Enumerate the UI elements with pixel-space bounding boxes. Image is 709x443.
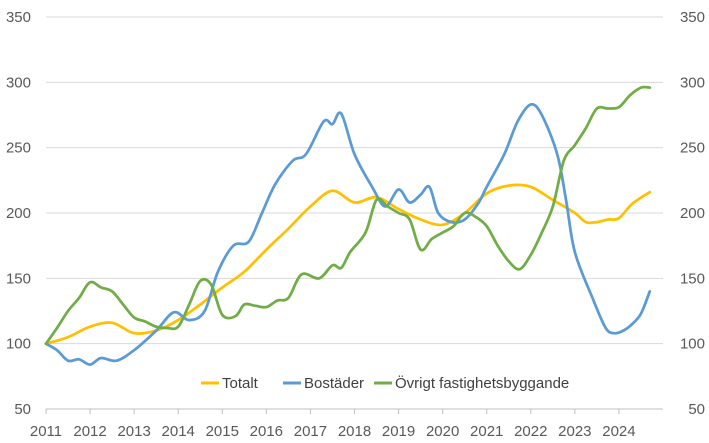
y-tick-label-right: 250 [680,140,705,157]
y-tick-label-left: 150 [6,270,31,287]
x-tick-label: 2021 [470,423,503,440]
y-tick-label-left: 300 [6,74,31,91]
x-tick-label: 2014 [162,423,195,440]
y-tick-label-left: 350 [6,9,31,26]
x-tick-label: 2023 [558,423,591,440]
y-tick-label-left: 100 [6,336,31,353]
x-tick-label: 2013 [117,423,150,440]
x-tick-label: 2017 [294,423,327,440]
x-tick-label: 2020 [426,423,459,440]
legend-label: Totalt [222,375,259,392]
y-tick-label-right: 350 [680,9,705,26]
series-line--vrigt-fastighetsbyggande [44,85,652,346]
gridlines [46,16,663,345]
y-tick-label-left: 250 [6,140,31,157]
series-lines [44,85,652,366]
x-tick-label: 2019 [382,423,415,440]
y-tick-label-right: 100 [680,336,705,353]
y-tick-label-left: 200 [6,205,31,222]
x-tick-label: 2015 [206,423,239,440]
y-tick-label-right: 150 [680,270,705,287]
x-tick-label: 2011 [30,423,62,440]
x-tick-label: 2022 [514,423,547,440]
x-tick-label: 2018 [338,423,371,440]
y-tick-label-left: 50 [14,401,31,418]
legend-label: Övrigt fastighetsbyggande [395,374,569,392]
x-tick-label: 2024 [602,423,635,440]
series-line-bost-der [44,102,652,366]
x-tick-label: 2016 [250,423,283,440]
y-tick-label-right: 200 [680,205,705,222]
axes: 50 100 150 200 250 300 350 50 100 150 200 250 300 350… [6,9,705,440]
legend-label: Bostäder [304,375,364,392]
y-tick-label-right: 300 [680,74,705,91]
legend: Totalt Bostäder Övrigt fastighetsbyggande [201,374,569,392]
y-tick-label-right: 50 [688,401,705,418]
x-tick-label: 2012 [73,423,106,440]
